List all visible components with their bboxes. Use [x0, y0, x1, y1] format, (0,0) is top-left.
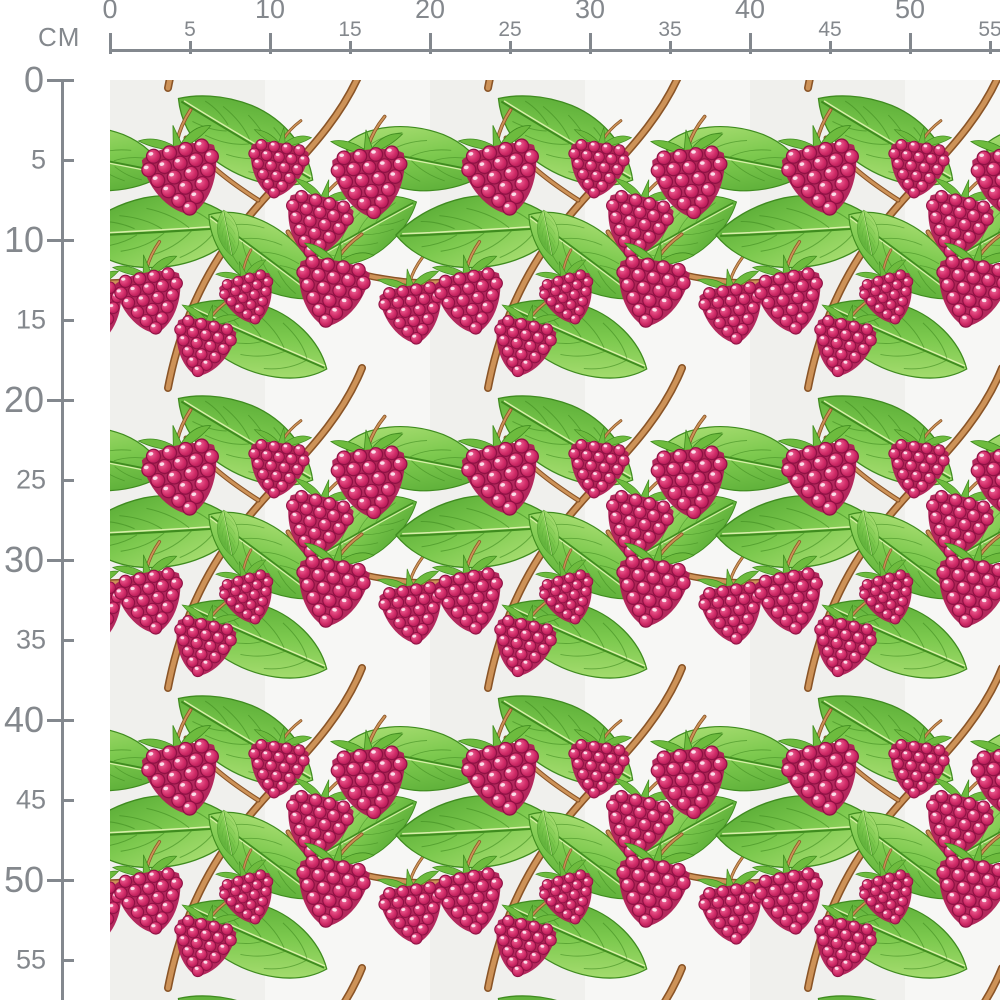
vertical-ruler-line [61, 80, 64, 1000]
ruler-tick-label: 0 [102, 0, 118, 24]
ruler-tick-label: 0 [23, 59, 44, 100]
ruler-tick-label: 15 [338, 18, 362, 41]
raspberry-pattern-svg [110, 80, 1000, 1000]
fabric-pattern-swatch [110, 80, 1000, 1000]
ruler-tick: 10 [255, 0, 285, 54]
ruler-tick: 20 [4, 382, 74, 418]
ruler-tick-label: 5 [30, 144, 46, 175]
ruler-tick: 30 [575, 0, 605, 54]
ruler-tick-label: 40 [3, 699, 44, 740]
ruler-tick: 15 [16, 306, 74, 333]
ruler-tick-label: 35 [658, 18, 682, 41]
ruler-tick: 35 [658, 19, 682, 54]
ruler-tick: 25 [16, 466, 74, 493]
ruler-tick-label: 30 [3, 539, 44, 580]
ruler-tick: 40 [735, 0, 765, 54]
ruler-tick: 10 [4, 222, 74, 258]
ruler-tick-label: 35 [15, 624, 46, 655]
ruler-tick-label: 30 [574, 0, 606, 24]
ruler-tick: 0 [24, 62, 74, 98]
ruler-tick-label: 10 [254, 0, 286, 24]
horizontal-ruler-line [110, 49, 1000, 52]
ruler-tick-label: 45 [15, 784, 46, 815]
ruler-tick-label: 20 [3, 379, 44, 420]
ruler-tick-label: 50 [3, 859, 44, 900]
ruler-tick-label: 45 [818, 18, 842, 41]
ruler-tick-label: 55 [15, 944, 46, 975]
ruler-tick: 55 [16, 946, 74, 973]
ruler-tick: 5 [184, 19, 196, 54]
ruler-tick: 15 [338, 19, 362, 54]
ruler-tick: 40 [4, 702, 74, 738]
ruler-tick-label: 55 [978, 18, 1000, 41]
ruler-tick-label: 15 [15, 304, 46, 335]
ruler-tick: 55 [978, 19, 1000, 54]
ruler-unit-label: CM [38, 22, 81, 52]
ruler-tick: 20 [415, 0, 445, 54]
ruler-tick: 5 [31, 146, 74, 173]
ruler-tick-label: 25 [498, 18, 522, 41]
ruler-tick-label: 20 [414, 0, 446, 24]
ruler-tick-label: 10 [3, 219, 44, 260]
ruler-tick-label: 5 [184, 18, 196, 41]
ruler-tick-label: 50 [894, 0, 926, 24]
ruler-tick: 0 [102, 0, 118, 54]
ruler-tick: 50 [4, 862, 74, 898]
ruler-tick: 45 [16, 786, 74, 813]
ruler-tick: 45 [818, 19, 842, 54]
ruler-tick: 35 [16, 626, 74, 653]
ruler-tick-label: 25 [15, 464, 46, 495]
ruler-tick: 30 [4, 542, 74, 578]
ruler-tick-label: 40 [734, 0, 766, 24]
ruler-tick: 50 [895, 0, 925, 54]
ruler-tick: 25 [498, 19, 522, 54]
